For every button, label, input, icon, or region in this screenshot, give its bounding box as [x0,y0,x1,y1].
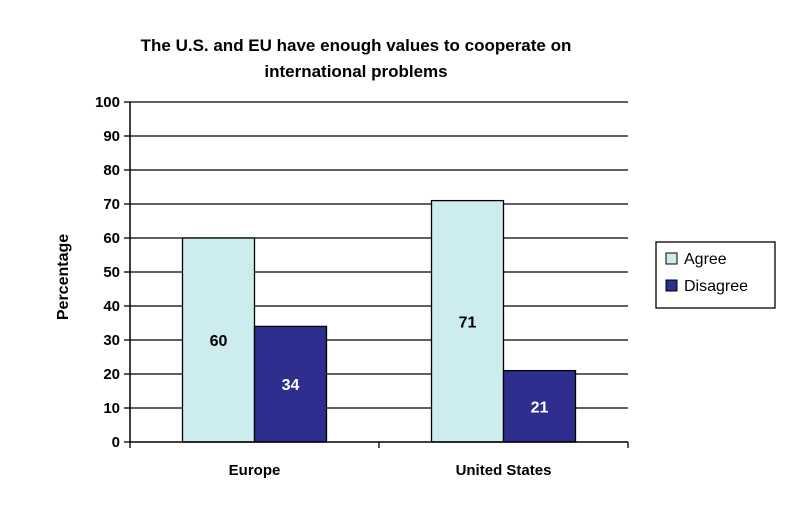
y-tick-label: 0 [112,434,120,451]
y-tick-label: 20 [103,366,120,383]
legend-label: Agree [684,251,727,268]
bars: 60 34 71 21 [181,199,577,443]
y-tick-label: 60 [103,230,120,247]
y-axis-label: Percentage [55,234,72,320]
legend-swatch [665,252,678,265]
y-tick-label: 80 [103,162,120,179]
axes: 0 10 20 30 40 50 60 70 80 90 100 Europe United State… [95,94,629,479]
x-category-label: Europe [229,462,281,479]
y-tick-label: 50 [103,264,120,281]
legend: Agree Disagree [655,241,776,309]
y-tick-label: 100 [95,94,120,111]
data-label: 21 [531,399,549,416]
chart-title-line-2: international problems [264,62,447,81]
data-label: 71 [459,314,477,331]
y-tick-label: 30 [103,332,120,349]
y-tick-label: 70 [103,196,120,213]
legend-swatch [665,279,678,292]
bar-disagree-europe [253,325,328,443]
legend-label: Disagree [684,278,748,295]
data-label: 34 [282,377,300,394]
data-label: 60 [210,333,228,350]
y-tick-label: 40 [103,298,120,315]
y-tick-label: 10 [103,400,120,417]
bar-disagree-united-states [502,369,577,443]
y-tick-label: 90 [103,128,120,145]
chart-title-line-1: The U.S. and EU have enough values to co… [141,36,572,55]
x-category-label: United States [456,462,552,479]
